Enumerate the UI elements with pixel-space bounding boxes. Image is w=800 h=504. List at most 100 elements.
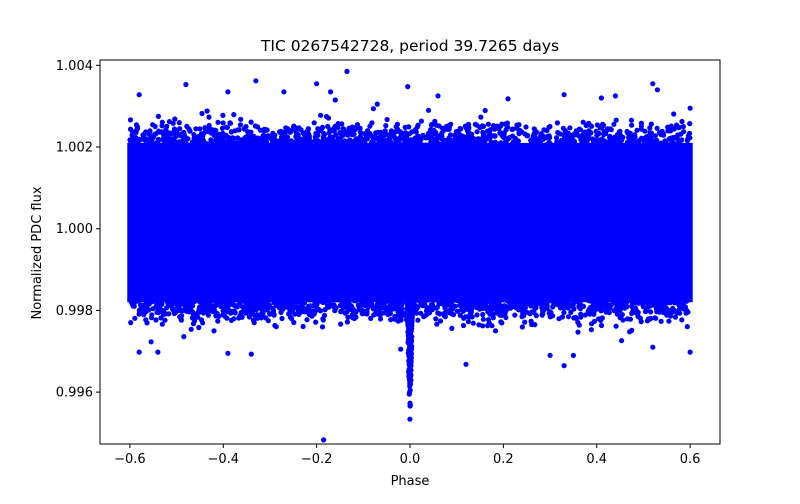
data-point: [264, 141, 270, 147]
y-tick-label: 1.002: [56, 141, 93, 156]
data-point: [155, 113, 161, 119]
data-point: [684, 324, 690, 330]
data-point: [399, 295, 405, 301]
data-point: [489, 126, 496, 132]
data-point: [376, 143, 382, 149]
data-point: [677, 140, 683, 146]
data-point: [180, 307, 186, 314]
data-point: [617, 308, 623, 314]
data-point: [407, 356, 413, 362]
data-point: [371, 305, 377, 311]
data-point: [313, 130, 319, 136]
data-point: [483, 141, 489, 148]
data-point: [543, 296, 549, 302]
data-point: [561, 309, 567, 316]
data-point: [192, 318, 198, 324]
data-point: [614, 300, 620, 306]
data-point-outlier: [435, 93, 441, 99]
data-point: [306, 143, 312, 149]
data-point: [611, 308, 617, 314]
data-point: [524, 296, 530, 302]
data-point: [128, 320, 134, 326]
data-point: [415, 304, 421, 310]
data-point: [321, 139, 328, 145]
data-point: [686, 130, 693, 136]
data-point: [587, 298, 593, 304]
data-point: [204, 141, 211, 147]
data-point: [290, 142, 296, 148]
data-point: [466, 125, 472, 131]
data-point: [409, 129, 415, 135]
data-point: [139, 308, 145, 315]
data-point-outlier: [687, 349, 693, 355]
data-point: [644, 307, 650, 314]
data-point: [493, 306, 500, 312]
data-point: [228, 136, 234, 142]
x-tick-label: −0.2: [301, 452, 333, 467]
data-point: [202, 125, 208, 131]
data-point: [361, 300, 367, 306]
data-point: [311, 120, 317, 126]
data-point: [271, 311, 277, 317]
data-point: [423, 312, 429, 318]
data-point: [629, 122, 635, 128]
data-point: [407, 335, 413, 341]
x-tick-label: 0.0: [400, 452, 421, 467]
data-point-outlier: [281, 89, 287, 95]
data-point-outlier: [328, 89, 334, 95]
data-point: [453, 144, 459, 150]
data-point: [377, 131, 383, 137]
data-point: [251, 304, 257, 310]
data-point: [648, 130, 655, 136]
data-point: [407, 344, 413, 350]
data-point: [503, 314, 509, 321]
data-point: [174, 300, 180, 306]
data-point: [501, 130, 507, 136]
data-point: [260, 309, 266, 315]
data-point: [579, 133, 585, 139]
data-point: [649, 143, 655, 149]
data-point: [430, 297, 436, 303]
data-point: [457, 299, 463, 305]
data-point: [393, 303, 399, 309]
data-point: [509, 133, 516, 139]
data-point: [650, 300, 656, 306]
data-point: [453, 139, 459, 145]
data-point: [659, 301, 665, 307]
data-point: [531, 126, 537, 132]
data-point: [130, 303, 136, 309]
data-point: [678, 131, 684, 137]
data-point: [593, 138, 600, 144]
data-point: [600, 122, 607, 128]
data-point: [304, 308, 310, 314]
data-point: [370, 140, 376, 147]
data-point: [515, 306, 521, 312]
data-point: [662, 308, 668, 314]
data-point: [201, 130, 207, 136]
data-point: [503, 140, 509, 146]
data-point: [607, 133, 613, 139]
data-point: [463, 144, 469, 150]
data-point: [603, 309, 609, 315]
data-point: [518, 144, 524, 150]
data-point: [237, 122, 244, 128]
data-point: [360, 136, 366, 143]
data-point: [517, 127, 523, 133]
data-point-outlier: [225, 350, 231, 356]
data-point: [185, 307, 191, 313]
data-point-outlier: [687, 105, 693, 111]
data-point: [220, 308, 226, 314]
data-point: [385, 295, 391, 301]
x-tick-label: 0.6: [680, 452, 701, 467]
data-point: [616, 144, 622, 150]
data-point: [457, 126, 463, 132]
data-point: [245, 133, 251, 140]
data-point: [486, 136, 493, 142]
y-tick-label: 0.996: [56, 386, 93, 401]
data-point: [499, 295, 505, 301]
data-point: [205, 309, 211, 315]
data-point: [266, 134, 272, 140]
data-point: [507, 303, 513, 309]
data-point: [463, 296, 469, 302]
data-point: [593, 128, 599, 134]
